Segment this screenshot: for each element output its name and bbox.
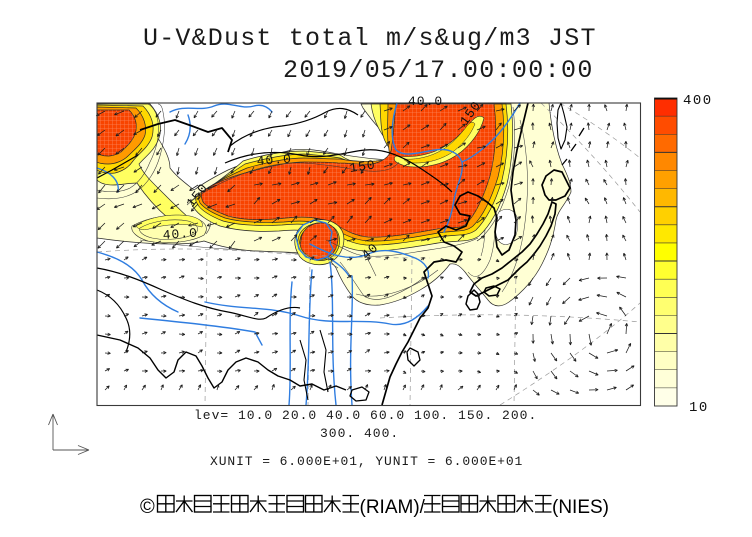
svg-text:150: 150 xyxy=(348,157,376,176)
svg-text:XUNIT = 6.000E+01, YUNIT = 6.0: XUNIT = 6.000E+01, YUNIT = 6.000E+01 xyxy=(210,454,523,469)
svg-text:lev= 10.0 20.0 40.0 60.0 100.: lev= 10.0 20.0 40.0 60.0 100. 150. 200. xyxy=(194,408,537,423)
svg-text:300. 400.: 300. 400. xyxy=(320,426,399,441)
svg-text:2019/05/17.00:00:00: 2019/05/17.00:00:00 xyxy=(283,56,594,85)
svg-text:U-V&Dust total m/s&ug/m3 JST: U-V&Dust total m/s&ug/m3 JST xyxy=(143,24,597,53)
svg-text:400: 400 xyxy=(683,93,713,109)
svg-text:10: 10 xyxy=(689,400,709,416)
svg-text:©: © xyxy=(140,496,155,518)
svg-text:40.0: 40.0 xyxy=(162,226,198,243)
svg-text:40.0: 40.0 xyxy=(256,152,292,169)
svg-text:(RIAM)/: (RIAM)/ xyxy=(360,497,426,518)
svg-text:(NIES): (NIES) xyxy=(552,497,609,518)
svg-text:40.0: 40.0 xyxy=(408,94,443,109)
